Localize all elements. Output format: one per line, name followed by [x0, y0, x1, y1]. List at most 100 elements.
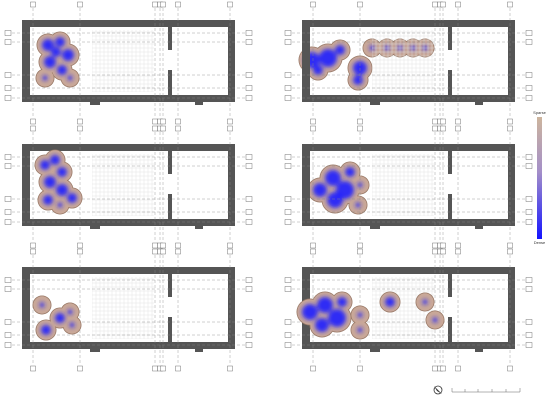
axis-tag — [227, 242, 233, 249]
axis-tag — [440, 248, 446, 255]
heat-dense — [335, 45, 345, 55]
axis-tag — [525, 196, 533, 202]
axis-tag — [440, 242, 446, 249]
heat-dense — [50, 155, 60, 165]
axis-tag — [245, 39, 253, 45]
axis-tag — [284, 209, 292, 215]
wall — [370, 342, 380, 352]
axis-tag — [310, 125, 316, 132]
axis-tag — [30, 242, 36, 249]
heat-dense — [337, 297, 347, 307]
wall — [168, 144, 172, 174]
axis-tag — [455, 248, 461, 255]
wall — [508, 20, 515, 102]
axis-tag — [227, 365, 233, 372]
axis-tag — [432, 242, 438, 249]
wall — [195, 342, 203, 352]
axis-tag — [525, 39, 533, 45]
axis-tag — [284, 219, 292, 225]
axis-tag — [507, 365, 513, 372]
axis-tag — [310, 242, 316, 249]
heat-dense — [355, 202, 361, 208]
axis-tag — [152, 1, 158, 8]
axis-tag — [77, 242, 83, 249]
axis-tag — [245, 30, 253, 36]
axis-tag — [284, 30, 292, 36]
heat-core — [302, 297, 438, 333]
heat-dense — [57, 202, 63, 208]
heat-dense — [67, 75, 73, 81]
plan-panel — [284, 1, 533, 125]
axis-tag — [77, 125, 83, 132]
seating-area — [372, 30, 434, 92]
heat-dense — [345, 167, 355, 177]
axis-tag — [4, 154, 12, 160]
axis-tag — [245, 196, 253, 202]
axis-tag — [310, 248, 316, 255]
axis-tag — [284, 72, 292, 78]
axis-tag — [357, 125, 363, 132]
wall — [168, 267, 172, 297]
axis-tag — [432, 365, 438, 372]
wall — [168, 70, 172, 102]
wall — [22, 144, 235, 151]
wall — [508, 267, 515, 349]
axis-tag — [245, 85, 253, 91]
heat-dense — [44, 56, 56, 68]
axis-tag — [152, 365, 158, 372]
axis-tag — [175, 125, 181, 132]
heat-dense — [353, 75, 363, 85]
axis-tag — [432, 125, 438, 132]
heat-dense — [44, 176, 56, 188]
plan-panel — [4, 125, 253, 249]
axis-tag — [284, 154, 292, 160]
axis-tag — [525, 342, 533, 348]
heat-dense — [67, 309, 73, 315]
axis-tag — [525, 72, 533, 78]
scale-bar — [451, 388, 521, 393]
axis-tag — [507, 248, 513, 255]
wall — [22, 144, 30, 226]
wall — [90, 342, 100, 352]
heat-dense — [51, 47, 61, 57]
wall — [475, 342, 483, 352]
axis-tag — [525, 95, 533, 101]
wall — [228, 267, 235, 349]
axis-tag — [357, 365, 363, 372]
heat-core — [40, 155, 77, 208]
heat-core — [313, 167, 363, 208]
heat-dense — [42, 75, 48, 81]
wall — [22, 219, 235, 226]
axis-tag — [30, 118, 36, 125]
heat-dense — [325, 170, 341, 186]
axis-tag — [4, 219, 12, 225]
heat-dense — [57, 65, 67, 75]
wall — [448, 144, 452, 174]
axis-tag — [152, 242, 158, 249]
axis-tag — [455, 118, 461, 125]
legend: Sparse Dense — [533, 110, 546, 245]
wall — [195, 219, 203, 229]
wall — [508, 144, 515, 226]
axis-tag — [4, 95, 12, 101]
axis-tag — [440, 118, 446, 125]
heat-dense — [62, 49, 74, 61]
axis-tag — [310, 1, 316, 8]
axis-tag — [4, 342, 12, 348]
wall — [22, 20, 235, 27]
heat-dense — [40, 160, 50, 170]
heat-dense — [357, 182, 363, 188]
north-arrow — [433, 385, 443, 395]
wall — [448, 70, 452, 102]
axis-tag — [525, 163, 533, 169]
heat-dense — [55, 37, 65, 47]
axis-tag — [525, 319, 533, 325]
axis-tag — [284, 342, 292, 348]
seating-area — [92, 277, 154, 339]
wall — [22, 267, 30, 349]
heat-dense — [315, 318, 329, 332]
wall — [370, 219, 380, 229]
axis-tag — [525, 209, 533, 215]
heat-dense — [57, 167, 67, 177]
axis-tag — [440, 365, 446, 372]
